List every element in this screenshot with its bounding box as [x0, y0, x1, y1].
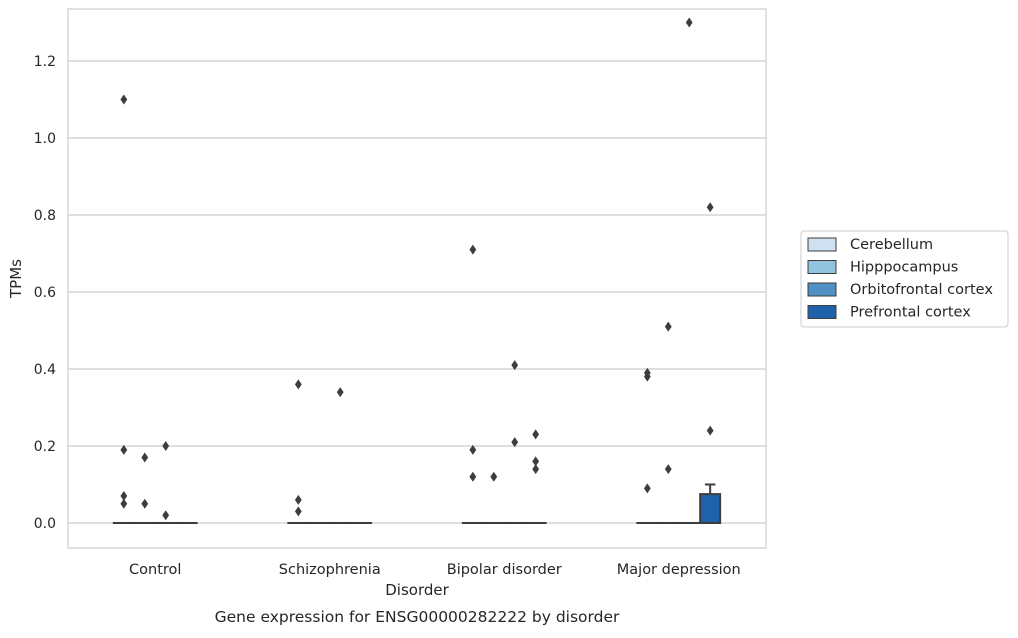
y-tick-label: 1.0	[34, 131, 56, 147]
figure-caption: Gene expression for ENSG00000282222 by d…	[215, 608, 620, 626]
outlier-point	[469, 472, 476, 482]
outlier-point	[490, 472, 497, 482]
outlier-point	[295, 495, 302, 505]
legend-swatch	[808, 238, 836, 251]
legend-label: Hipppocampus	[850, 260, 958, 276]
outlier-point	[141, 499, 148, 509]
outlier-point	[295, 379, 302, 389]
outlier-point	[686, 17, 693, 27]
x-tick-label: Control	[129, 562, 181, 578]
outlier-point	[120, 94, 127, 104]
outlier-point	[120, 499, 127, 509]
box-group	[484, 472, 504, 523]
y-tick-label: 0.0	[34, 516, 56, 532]
legend-swatch	[808, 283, 836, 296]
outlier-point	[337, 387, 344, 397]
legend-swatch	[808, 261, 836, 274]
y-tick-label: 1.2	[34, 54, 56, 70]
y-ticks: 0.0 0.2 0.4 0.6 0.8 1.0 1.2	[34, 54, 56, 532]
y-tick-label: 0.2	[34, 439, 56, 455]
x-tick-label: Bipolar disorder	[447, 562, 562, 578]
box-group	[135, 453, 155, 523]
y-axis-label: TPMs	[7, 259, 25, 299]
legend-label: Orbitofrontal cortex	[850, 282, 993, 298]
y-tick-label: 0.8	[34, 208, 56, 224]
plot-frame	[68, 9, 766, 548]
box-group	[156, 441, 176, 523]
y-tick-label: 0.4	[34, 362, 56, 378]
legend: Cerebellum Hipppocampus Orbitofrontal cort…	[801, 231, 1008, 327]
box-group	[505, 360, 525, 523]
outlier-point	[532, 464, 539, 474]
box-group	[288, 379, 308, 523]
legend-label: Cerebellum	[850, 237, 933, 253]
x-axis-label: Disorder	[385, 581, 449, 599]
outlier-point	[162, 441, 169, 451]
x-tick-label: Schizophrenia	[279, 562, 381, 578]
outlier-point	[295, 506, 302, 516]
outlier-point	[707, 426, 714, 436]
outlier-point	[665, 322, 672, 332]
legend-swatch	[808, 306, 836, 319]
legend-label: Prefrontal cortex	[850, 305, 971, 321]
box-group	[658, 322, 678, 523]
x-tick-label: Major depression	[617, 562, 741, 578]
outlier-point	[469, 245, 476, 255]
y-tick-label: 0.6	[34, 285, 56, 301]
x-tick-labels: Control Schizophrenia Bipolar disorder Majo…	[129, 562, 741, 578]
box-group	[679, 17, 699, 523]
box-group	[463, 245, 483, 523]
box	[700, 494, 720, 523]
box-group	[114, 94, 134, 523]
outlier-point	[532, 429, 539, 439]
boxes	[114, 17, 720, 523]
outlier-point	[141, 453, 148, 463]
box-group	[700, 202, 720, 523]
outlier-point	[644, 483, 651, 493]
box-group	[526, 429, 546, 523]
outlier-point	[162, 510, 169, 520]
outlier-point	[707, 202, 714, 212]
grid-lines	[68, 61, 766, 523]
box-group	[330, 387, 350, 523]
outlier-point	[665, 464, 672, 474]
